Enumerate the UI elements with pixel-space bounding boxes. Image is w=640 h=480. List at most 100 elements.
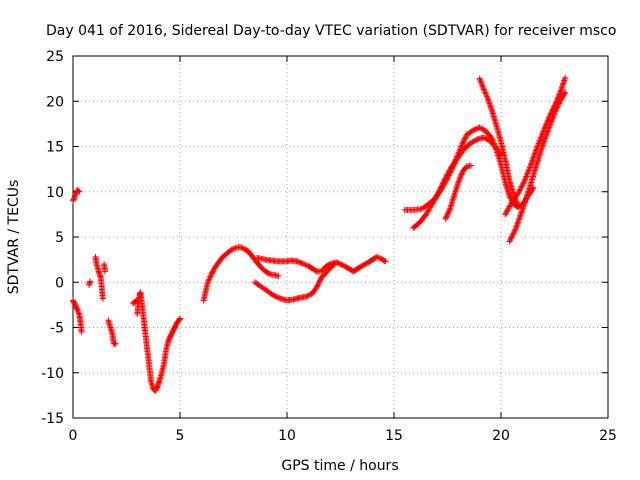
data-point-marker — [512, 226, 519, 233]
data-point-marker — [479, 83, 486, 90]
data-point-marker — [442, 214, 449, 221]
data-point-marker — [548, 118, 555, 125]
data-point-marker — [519, 182, 526, 189]
data-point-marker — [535, 140, 542, 147]
data-point-marker — [483, 92, 490, 99]
y-tick-label: 20 — [46, 94, 64, 110]
data-point-marker — [552, 107, 559, 114]
x-tick-label: 20 — [492, 428, 510, 444]
data-point-marker — [562, 74, 569, 81]
data-point-marker — [513, 199, 520, 206]
data-point-marker — [238, 244, 245, 251]
data-point-marker — [557, 97, 564, 104]
data-point-marker — [435, 190, 442, 197]
data-point-marker — [313, 285, 320, 292]
data-point-marker — [545, 127, 552, 134]
data-point-marker — [525, 167, 532, 174]
data-point-marker — [517, 186, 524, 193]
data-point-marker — [430, 197, 437, 204]
x-tick-label: 10 — [278, 428, 296, 444]
data-point-marker — [307, 291, 314, 298]
data-point-marker — [511, 227, 518, 234]
data-points — [70, 74, 569, 394]
data-point-marker — [99, 295, 106, 302]
data-point-marker — [70, 196, 77, 203]
data-point-marker — [480, 134, 487, 141]
y-tick-label: 10 — [46, 185, 64, 201]
data-point-marker — [176, 316, 183, 323]
chart-title: Day 041 of 2016, Sidereal Day-to-day VTE… — [46, 23, 616, 39]
data-point-marker — [343, 264, 350, 271]
data-point-marker — [505, 204, 512, 211]
data-point-marker — [480, 85, 487, 92]
data-point-marker — [75, 309, 82, 316]
data-point-marker — [314, 282, 321, 289]
data-point-marker — [206, 274, 213, 281]
data-point-marker — [510, 230, 517, 237]
data-point-marker — [297, 259, 304, 266]
y-tick-label: 15 — [46, 140, 64, 156]
data-point-marker — [276, 294, 283, 301]
data-point-marker — [208, 270, 215, 277]
y-tick-label: -15 — [41, 411, 64, 427]
data-point-marker — [440, 179, 447, 186]
x-tick-label: 5 — [176, 428, 185, 444]
data-point-marker — [315, 281, 322, 288]
data-point-marker — [295, 258, 302, 265]
data-point-marker — [207, 273, 214, 280]
data-point-marker — [206, 276, 213, 283]
data-point-marker — [444, 210, 451, 217]
data-point-marker — [511, 229, 518, 236]
data-point-marker — [517, 184, 524, 191]
data-point-marker — [548, 117, 555, 124]
data-point-marker — [504, 207, 511, 214]
data-point-marker — [515, 202, 522, 209]
data-point-marker — [76, 188, 83, 195]
data-point-marker — [545, 125, 552, 132]
data-point-marker — [338, 261, 345, 268]
data-point-marker — [469, 139, 476, 146]
data-point-marker — [554, 104, 561, 111]
data-point-marker — [275, 294, 282, 301]
data-point-marker — [516, 187, 523, 194]
data-point-marker — [549, 114, 556, 121]
data-point-marker — [361, 261, 368, 268]
data-point-marker — [334, 259, 341, 266]
data-point-marker — [461, 136, 468, 143]
data-point-marker — [508, 234, 515, 241]
data-point-marker — [455, 179, 462, 186]
data-point-marker — [209, 269, 216, 276]
data-point-marker — [74, 307, 81, 314]
data-point-marker — [429, 200, 436, 207]
data-point-marker — [518, 183, 525, 190]
data-point-marker — [525, 169, 532, 176]
data-point-marker — [523, 173, 530, 180]
data-point-marker — [471, 126, 478, 133]
data-point-marker — [340, 262, 347, 269]
data-point-marker — [205, 277, 212, 284]
data-point-marker — [272, 293, 279, 300]
y-tick-label: -5 — [50, 321, 64, 337]
data-point-marker — [437, 186, 444, 193]
data-point-marker — [550, 112, 557, 119]
data-point-marker — [441, 177, 448, 184]
x-tick-label: 0 — [69, 428, 78, 444]
data-point-marker — [375, 254, 382, 261]
data-point-marker — [561, 90, 568, 97]
data-point-marker — [477, 125, 484, 132]
data-point-marker — [433, 192, 440, 199]
data-point-marker — [502, 211, 509, 218]
data-point-marker — [502, 210, 509, 217]
data-point-marker — [477, 78, 484, 85]
data-point-marker — [271, 292, 278, 299]
data-point-marker — [550, 111, 557, 118]
data-point-marker — [442, 215, 449, 222]
data-point-marker — [447, 166, 454, 173]
data-point-marker — [446, 208, 453, 215]
data-point-marker — [298, 260, 305, 267]
data-point-marker — [456, 176, 463, 183]
data-point-marker — [439, 180, 446, 187]
data-point-marker — [553, 105, 560, 112]
y-tick-label: -10 — [41, 366, 64, 382]
data-point-marker — [537, 136, 544, 143]
